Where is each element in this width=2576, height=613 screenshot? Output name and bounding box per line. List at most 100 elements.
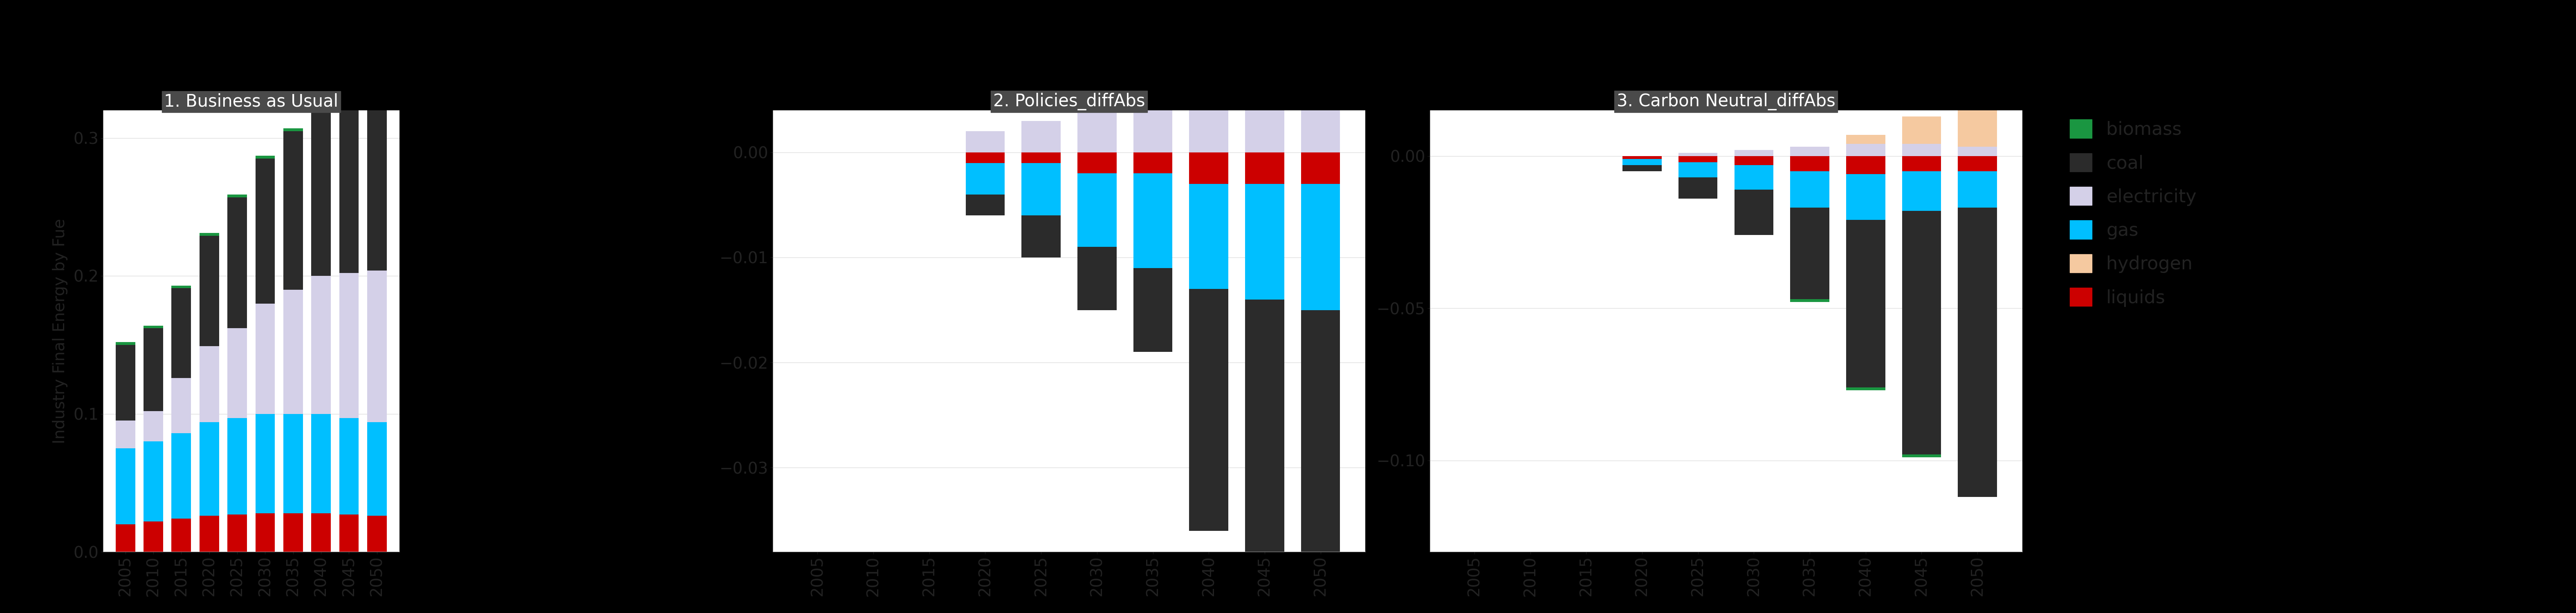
Bar — [1734, 150, 1772, 156]
Bar — [1958, 208, 1996, 497]
Bar — [1133, 110, 1172, 153]
Bar — [1301, 310, 1340, 613]
Legend: biomass, coal, electricity, gas, hydrogen, liquids: biomass, coal, electricity, gas, hydroge… — [2071, 120, 2197, 306]
Bar — [255, 414, 276, 513]
Bar — [1190, 289, 1229, 531]
Bar — [198, 516, 219, 552]
Bar — [198, 233, 219, 236]
Bar — [1901, 116, 1942, 144]
Bar — [1901, 454, 1942, 457]
Bar — [966, 131, 1005, 153]
Bar — [116, 524, 134, 552]
Bar — [173, 378, 191, 433]
Bar — [312, 110, 330, 276]
Bar — [1680, 162, 1718, 177]
Bar — [198, 422, 219, 516]
Bar — [1847, 220, 1886, 387]
Bar — [340, 105, 358, 108]
Bar — [283, 513, 304, 552]
Bar — [1734, 189, 1772, 235]
Bar — [1190, 100, 1229, 110]
Bar — [340, 273, 358, 418]
Bar — [312, 513, 330, 552]
Bar — [1133, 173, 1172, 268]
Bar — [255, 513, 276, 552]
Bar — [1244, 153, 1285, 184]
Bar — [144, 411, 162, 441]
Bar — [144, 521, 162, 552]
Bar — [1023, 215, 1061, 257]
Bar — [1734, 156, 1772, 165]
Y-axis label: Industry Final Energy by Fue: Industry Final Energy by Fue — [52, 218, 67, 444]
Bar — [1680, 153, 1718, 156]
Bar — [173, 286, 191, 288]
Bar — [1734, 165, 1772, 189]
Bar — [1023, 121, 1061, 153]
Bar — [368, 270, 386, 422]
Bar — [368, 102, 386, 105]
Bar — [340, 418, 358, 514]
Bar — [1790, 171, 1829, 208]
Title: 3. Carbon Neutral_diffAbs: 3. Carbon Neutral_diffAbs — [1618, 93, 1834, 110]
Bar — [1790, 156, 1829, 171]
Bar — [255, 156, 276, 159]
Bar — [227, 194, 247, 197]
Bar — [1023, 153, 1061, 163]
Bar — [1623, 156, 1662, 159]
Bar — [198, 346, 219, 422]
Bar — [227, 197, 247, 329]
Bar — [1958, 101, 1996, 147]
Bar — [1023, 163, 1061, 215]
Bar — [1790, 208, 1829, 299]
Bar — [227, 329, 247, 418]
Bar — [1901, 171, 1942, 211]
Bar — [1244, 300, 1285, 604]
Bar — [1901, 211, 1942, 454]
Bar — [116, 448, 134, 524]
Bar — [1244, 110, 1285, 153]
Bar — [283, 131, 304, 290]
Bar — [1623, 159, 1662, 165]
Bar — [1301, 153, 1340, 184]
Bar — [1680, 156, 1718, 162]
Bar — [255, 159, 276, 303]
Bar — [1077, 110, 1115, 153]
Bar — [144, 326, 162, 329]
Bar — [198, 236, 219, 346]
Bar — [144, 329, 162, 411]
Bar — [1790, 299, 1829, 302]
Bar — [1133, 153, 1172, 173]
Bar — [1623, 165, 1662, 171]
Bar — [966, 194, 1005, 215]
Bar — [1190, 153, 1229, 184]
Bar — [116, 345, 134, 421]
Bar — [340, 98, 358, 105]
Bar — [1790, 147, 1829, 156]
Bar — [144, 441, 162, 521]
Bar — [340, 108, 358, 273]
Bar — [1958, 156, 1996, 171]
Bar — [1077, 247, 1115, 310]
Bar — [1190, 110, 1229, 153]
Bar — [312, 414, 330, 513]
Bar — [368, 422, 386, 516]
Bar — [1958, 147, 1996, 156]
Bar — [1133, 268, 1172, 352]
Bar — [368, 516, 386, 552]
Bar — [116, 421, 134, 448]
Bar — [1847, 135, 1886, 144]
Title: 1. Business as Usual: 1. Business as Usual — [165, 93, 337, 110]
Bar — [173, 433, 191, 519]
Bar — [1077, 153, 1115, 173]
Bar — [173, 288, 191, 378]
Bar — [1680, 177, 1718, 199]
Bar — [173, 519, 191, 552]
Bar — [255, 303, 276, 414]
Bar — [1847, 174, 1886, 220]
Bar — [966, 153, 1005, 163]
Bar — [116, 342, 134, 345]
Bar — [1244, 184, 1285, 300]
Bar — [312, 108, 330, 110]
Bar — [1847, 387, 1886, 390]
Bar — [368, 105, 386, 270]
